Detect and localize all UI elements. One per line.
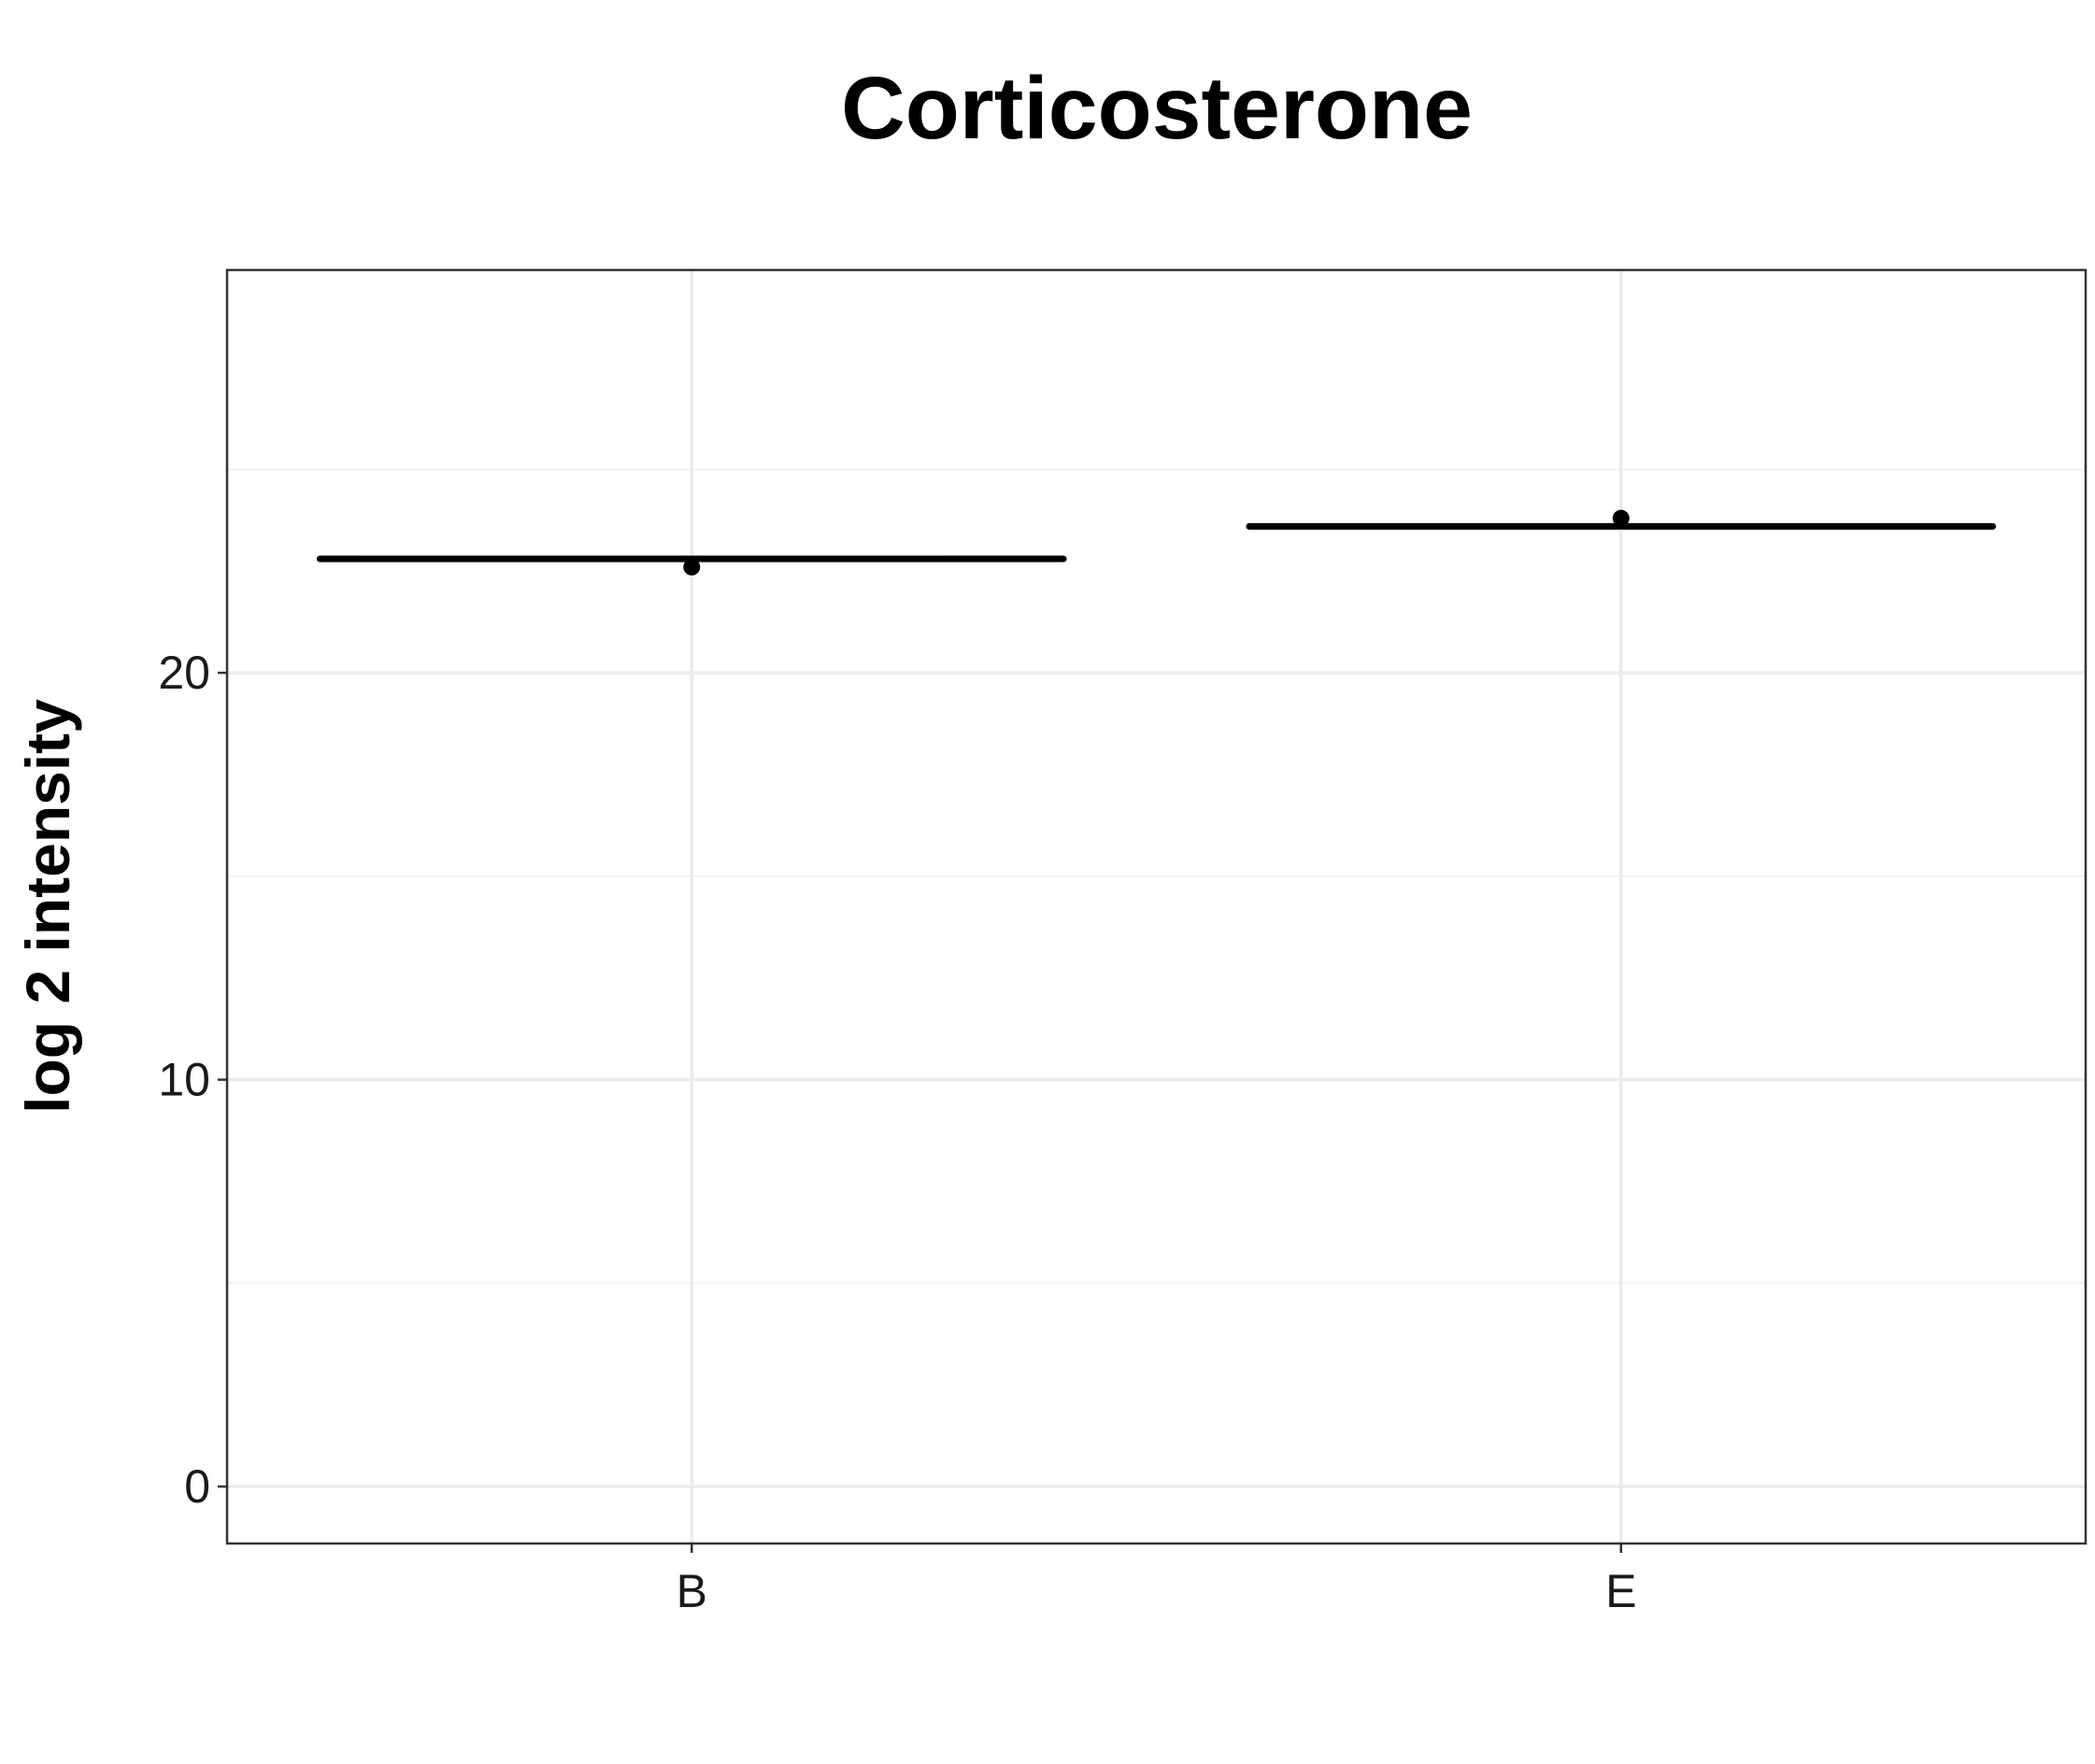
data-point <box>683 558 701 576</box>
plot-panel <box>225 268 2088 1545</box>
data-point <box>1612 509 1630 527</box>
y-tick-label: 20 <box>158 647 210 699</box>
major-gridlines <box>227 270 2086 1544</box>
y-tick-label: 0 <box>184 1460 210 1513</box>
y-axis: 0 10 20 <box>158 647 227 1513</box>
x-tick-label: B <box>677 1565 707 1617</box>
y-tick-label: 10 <box>158 1054 210 1106</box>
y-axis-title: log 2 intensity <box>13 699 82 1114</box>
panel-border <box>225 268 2088 1545</box>
point-series <box>683 509 1630 576</box>
panel-background <box>227 270 2086 1544</box>
chart-title: Corticosterone <box>841 59 1473 158</box>
minor-gridlines <box>227 468 2086 1285</box>
x-tick-label: E <box>1605 1565 1636 1617</box>
